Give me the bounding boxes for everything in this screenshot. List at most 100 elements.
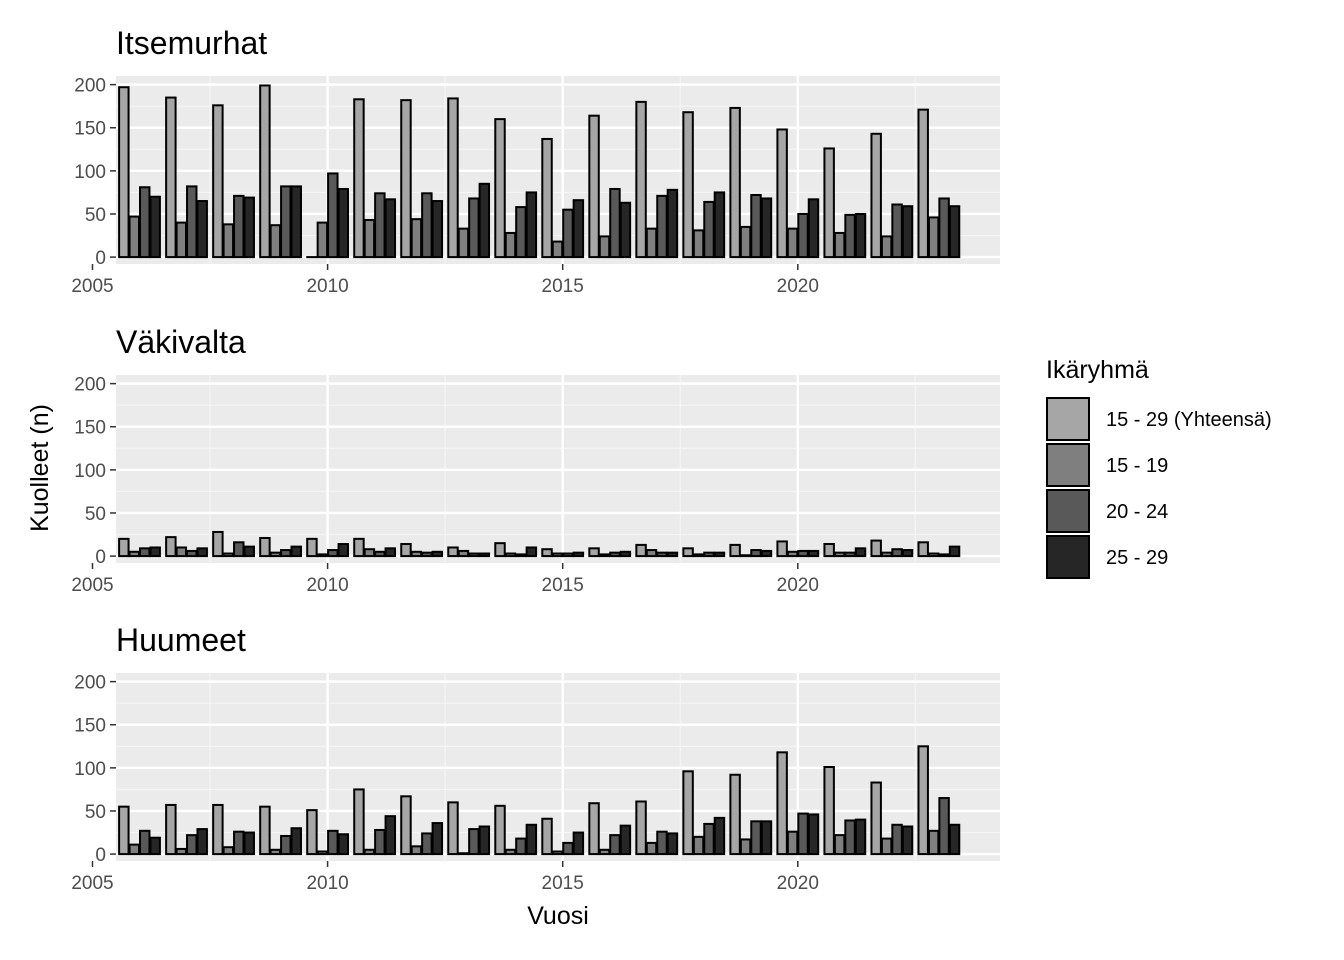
bar-2008-series-4 [243,545,255,558]
bar-2017-series-4 [666,551,679,558]
bar-2013-series-3 [468,828,480,856]
bar-2010-series-4 [337,187,349,259]
bar-2020-series-4 [807,549,820,558]
bar-2018-series-1 [682,547,694,558]
x-tick-label: 2005 [71,276,113,297]
bar-2009-series-2 [269,551,282,558]
bar-2007-series-1 [165,536,177,558]
bar-2022-series-1 [870,132,882,259]
bar-2011-series-1 [353,98,365,259]
bar-2015-series-3 [562,841,574,856]
bar-2008-series-1 [212,104,224,259]
bar-2021-series-4 [854,818,867,856]
bar-2012-series-2 [410,218,423,259]
bar-2019-series-3 [750,194,762,259]
bar-2007-series-2 [175,546,188,558]
legend-title: Ikäryhmä [1046,356,1149,384]
bar-2016-series-4 [619,201,632,259]
bar-2017-series-2 [645,549,658,558]
bar-2022-series-4 [901,205,914,259]
bar-2014-series-4 [525,823,538,856]
bar-2015-series-2 [551,850,564,856]
bar-2020-series-2 [786,550,799,558]
bar-2013-series-2 [457,227,470,259]
bar-2020-series-1 [776,540,788,558]
bar-2015-series-3 [562,552,574,558]
bar-2021-series-3 [844,213,856,259]
bar-2012-series-2 [410,550,423,558]
bar-2008-series-1 [212,530,224,558]
bar-2023-series-1 [917,745,929,856]
bar-2015-series-2 [551,552,564,558]
x-tick-label: 2020 [777,873,819,894]
bar-2014-series-4 [525,546,538,558]
bar-2017-series-4 [666,188,679,259]
bar-2014-series-4 [525,191,538,259]
bar-2020-series-2 [786,227,799,259]
bar-2008-series-2 [222,846,235,856]
bar-2007-series-3 [186,549,198,558]
bar-2008-series-4 [243,831,255,856]
bar-2018-series-3 [703,822,715,856]
legend-label-3: 20 - 24 [1106,501,1168,523]
x-tick-label: 2015 [542,276,584,297]
x-tick-label: 2010 [306,873,348,894]
bar-2006-series-3 [139,186,151,259]
bar-2017-series-3 [656,194,668,259]
bar-2012-series-3 [421,832,433,856]
bar-2009-series-4 [290,545,302,558]
bar-2006-series-1 [118,805,130,856]
bar-2013-series-4 [478,552,491,558]
x-axis-title: Vuosi [527,902,589,930]
bar-2011-series-1 [353,537,365,558]
bar-2007-series-3 [186,834,198,856]
bar-2022-series-3 [891,203,903,259]
bar-2013-series-1 [447,97,459,259]
bar-2020-series-4 [807,813,820,856]
bar-2015-series-4 [572,551,585,558]
bar-2007-series-2 [175,847,188,856]
bar-2021-series-1 [823,543,835,558]
bar-2017-series-1 [635,800,647,856]
bar-2020-series-2 [786,830,799,856]
panel-huumeet: Huumeet 0 50 100 150 200 2005 2010 2015 2020 [71,622,1000,894]
bar-2021-series-4 [854,212,867,259]
panel-itsemurhat: Itsemurhat 0 50 100 150 200 2005 2010 2015 2020 [71,25,1000,297]
panel-title: Väkivalta [116,324,246,360]
bar-2015-series-1 [541,817,553,856]
bar-2017-series-2 [645,841,658,856]
y-tick-label: 50 [85,802,106,823]
bar-2012-series-2 [410,845,423,856]
legend-key-4 [1046,535,1090,579]
bar-2022-series-4 [901,825,914,856]
bar-2023-series-3 [938,197,950,259]
bar-2017-series-3 [656,830,668,856]
bar-2020-series-3 [797,549,809,558]
bar-2008-series-3 [233,541,245,558]
bar-2020-series-3 [797,212,809,259]
bar-2009-series-4 [290,185,302,259]
bar-2018-series-2 [692,229,705,259]
bar-2016-series-3 [609,187,621,259]
bar-2011-series-3 [374,828,386,856]
legend-key-1 [1046,397,1090,441]
bar-2016-series-2 [598,553,611,558]
bar-2018-series-1 [682,770,694,856]
bar-2009-series-1 [259,536,271,558]
bar-2013-series-4 [478,182,491,259]
bar-2006-series-1 [118,537,130,558]
bar-2018-series-2 [692,553,705,558]
bar-2010-series-1 [306,809,318,856]
bar-2020-series-3 [797,812,809,856]
bar-2009-series-1 [259,84,271,259]
bar-2023-series-2 [927,552,940,558]
legend-label-1: 15 - 29 (Yhteensä) [1106,409,1272,431]
bar-2023-series-4 [948,205,961,259]
legend: Ikäryhmä 15 - 29 (Yhteensä) 15 - 19 20 - 2… [1046,356,1272,579]
bar-2021-series-3 [844,819,856,856]
bar-2006-series-2 [128,843,141,856]
x-tick-label: 2020 [777,276,819,297]
x-tick-label: 2020 [777,575,819,596]
bar-2022-series-2 [880,235,893,259]
y-tick-label: 150 [74,418,106,439]
